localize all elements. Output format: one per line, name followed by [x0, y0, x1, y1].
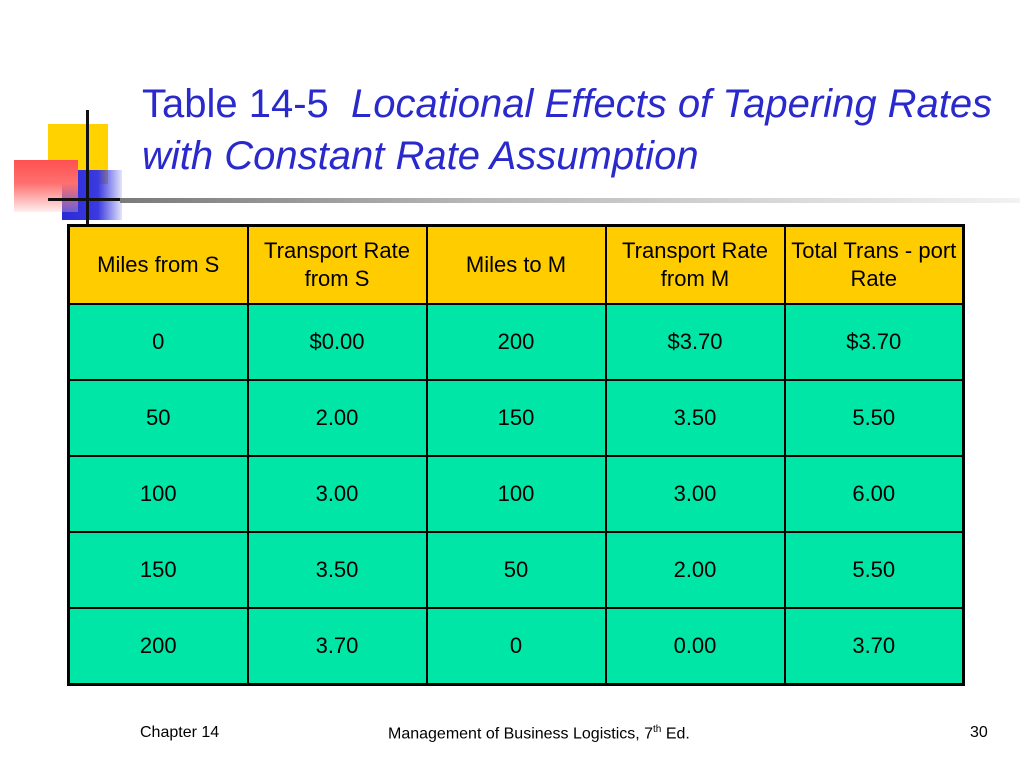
header-miles-from-s: Miles from S — [67, 224, 249, 305]
slide-title: Table 14-5 Locational Effects of Taperin… — [142, 78, 1002, 182]
table-number: Table 14-5 — [142, 82, 329, 126]
table-row: 100 3.00 100 3.00 6.00 — [67, 455, 965, 533]
table-cell: 150 — [425, 379, 607, 457]
footer-edition-sup: th — [653, 724, 662, 735]
table-cell: 5.50 — [783, 531, 965, 609]
table-cell: 2.00 — [604, 531, 786, 609]
header-rate-from-s: Transport Rate from S — [246, 224, 428, 305]
logo-vertical-line — [86, 110, 89, 228]
footer-edition-end: Ed. — [661, 725, 690, 743]
table-cell: 50 — [67, 379, 249, 457]
table-cell: 200 — [425, 303, 607, 381]
table-row: 50 2.00 150 3.50 5.50 — [67, 379, 965, 457]
table-cell: 0 — [425, 607, 607, 686]
table-cell: 100 — [67, 455, 249, 533]
table-cell: 50 — [425, 531, 607, 609]
table-cell: 3.70 — [783, 607, 965, 686]
table-header-row: Miles from S Transport Rate from S Miles… — [67, 224, 965, 305]
table-cell: 3.50 — [604, 379, 786, 457]
logo-red-square — [14, 160, 78, 212]
table-cell: 6.00 — [783, 455, 965, 533]
table-cell: $3.70 — [783, 303, 965, 381]
logo-horizontal-line — [48, 198, 138, 201]
table-row: 150 3.50 50 2.00 5.50 — [67, 531, 965, 609]
table-cell: 0 — [67, 303, 249, 381]
table-cell: 2.00 — [246, 379, 428, 457]
table-cell: 3.00 — [604, 455, 786, 533]
footer-book-text: Management of Business Logistics, 7 — [388, 725, 654, 743]
table-cell: 3.70 — [246, 607, 428, 686]
table-cell: 100 — [425, 455, 607, 533]
rates-table: Miles from S Transport Rate from S Miles… — [67, 224, 965, 686]
table-cell: 5.50 — [783, 379, 965, 457]
title-divider-line — [120, 198, 1020, 203]
header-rate-from-m: Transport Rate from M — [604, 224, 786, 305]
table-subtitle: Locational Effects of Tapering Rates wit… — [142, 82, 993, 178]
table-cell: 150 — [67, 531, 249, 609]
table-cell: 3.50 — [246, 531, 428, 609]
footer-chapter: Chapter 14 — [140, 724, 220, 741]
table-cell: 200 — [67, 607, 249, 686]
table-cell: 3.00 — [246, 455, 428, 533]
table-row: 200 3.70 0 0.00 3.70 — [67, 607, 965, 686]
header-total-rate: Total Trans - port Rate — [783, 224, 965, 305]
table-cell: 0.00 — [604, 607, 786, 686]
table-row: 0 $0.00 200 $3.70 $3.70 — [67, 303, 965, 381]
table-cell: $0.00 — [246, 303, 428, 381]
footer-page-number: 30 — [970, 724, 988, 741]
table-cell: $3.70 — [604, 303, 786, 381]
footer-book-title: Management of Business Logistics, 7th Ed… — [388, 724, 690, 743]
header-miles-to-m: Miles to M — [425, 224, 607, 305]
